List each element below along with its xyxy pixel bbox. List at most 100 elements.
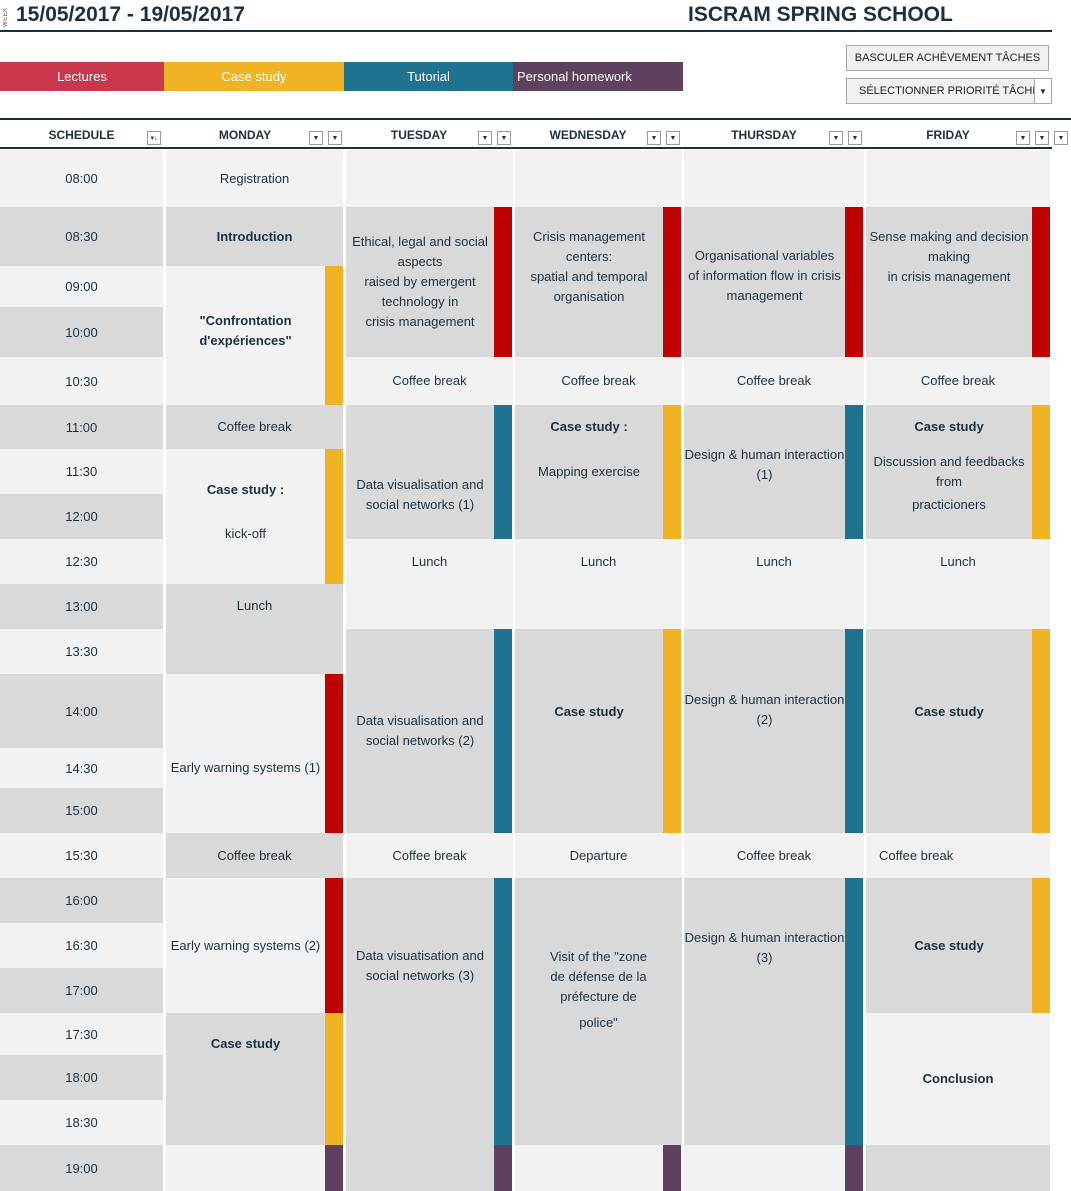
tuesday-ethics-lecture[interactable]: Ethical, legal and social aspects raised… <box>346 207 494 357</box>
friday-empty-slot[interactable] <box>866 150 1050 207</box>
wednesday-visit[interactable]: Visit of the "zone de défense de la préf… <box>515 878 682 1145</box>
event-label: Visit of the "zone <box>550 949 647 964</box>
priority-dropdown[interactable]: SÉLECTIONNER PRIORITÉ TÂCHES ▼ <box>846 78 1052 104</box>
friday-evening[interactable] <box>866 1145 1050 1191</box>
event-label: Coffee break <box>736 373 812 388</box>
monday-lunch[interactable]: Lunch <box>166 584 343 674</box>
monday-early-warning-1[interactable]: Early warning systems (1) <box>166 674 325 833</box>
wednesday-crisis-centers[interactable]: Crisis management centers: spatial and t… <box>515 207 663 357</box>
event-label: Design & human interaction <box>684 446 845 462</box>
filter-friday-3-icon[interactable]: ▼ <box>1054 131 1068 145</box>
time-slot: 12:00 <box>0 494 163 539</box>
legend-homework: Personal homework <box>513 62 683 91</box>
tutorial-marker <box>845 878 863 1145</box>
friday-sense-making[interactable]: Sense making and decision making in cris… <box>866 207 1032 357</box>
tuesday-dataviz-2[interactable]: Data visualisation and social networks (… <box>346 629 494 833</box>
friday-case-discussion[interactable]: Case study Discussion and feedbacks from… <box>866 405 1032 539</box>
monday-registration[interactable]: Registration <box>166 150 343 207</box>
tuesday-lunch[interactable]: Lunch <box>346 539 513 629</box>
thursday-design-1[interactable]: Design & human interaction (1) <box>684 405 845 539</box>
priority-dropdown-label: SÉLECTIONNER PRIORITÉ TÂCHES <box>859 85 1048 97</box>
wednesday-lunch[interactable]: Lunch <box>515 539 682 629</box>
friday-case-study-2[interactable]: Case study <box>866 878 1032 1013</box>
toggle-completion-label: BASCULER ACHÈVEMENT TÂCHES <box>854 52 1041 64</box>
wednesday-case-study[interactable]: Case study <box>515 629 663 833</box>
column-header-wednesday: WEDNESDAY <box>549 128 627 142</box>
monday-early-warning-2[interactable]: Early warning systems (2) <box>166 878 325 1013</box>
event-label: Organisational variables <box>694 248 835 263</box>
sort-filter-schedule-icon[interactable]: ▾↓ <box>147 131 161 145</box>
tuesday-coffee-break-2[interactable]: Coffee break <box>346 833 513 878</box>
filter-friday-2-icon[interactable]: ▼ <box>1035 131 1049 145</box>
event-label: Crisis management <box>533 229 645 244</box>
monday-case-study[interactable]: Case study <box>166 1013 325 1145</box>
monday-introduction[interactable]: Introduction <box>166 207 343 266</box>
lecture-marker <box>663 207 681 357</box>
lecture-marker <box>325 878 343 1013</box>
filter-wednesday-icon[interactable]: ▼ <box>647 131 661 145</box>
tuesday-empty-slot[interactable] <box>346 150 513 207</box>
thursday-design-2[interactable]: Design & human interaction (2) <box>684 629 845 833</box>
wednesday-coffee-break[interactable]: Coffee break <box>515 357 682 405</box>
event-label: Sense making and decision <box>869 229 1029 244</box>
event-label: centers: <box>565 249 613 264</box>
filter-thursday-2-icon[interactable]: ▼ <box>848 131 862 145</box>
event-label: Data visuatisation and <box>356 948 484 963</box>
date-range[interactable]: 15/05/2017 - 19/05/2017 <box>16 3 245 26</box>
friday-coffee-break[interactable]: Coffee break <box>866 357 1050 405</box>
case-study-marker <box>1032 629 1050 833</box>
filter-tuesday-icon[interactable]: ▼ <box>478 131 492 145</box>
friday-coffee-break-2[interactable]: Coffee break <box>866 833 1050 878</box>
thursday-design-3[interactable]: Design & human interaction (3) <box>684 878 845 1145</box>
tuesday-coffee-break[interactable]: Coffee break <box>346 357 513 405</box>
tutorial-marker <box>845 405 863 539</box>
monday-confrontation[interactable]: "Confrontation d'expériences" <box>166 266 325 405</box>
case-study-marker <box>325 449 343 584</box>
friday-conclusion[interactable]: Conclusion <box>866 1013 1050 1145</box>
filter-friday-icon[interactable]: ▼ <box>1016 131 1030 145</box>
wednesday-departure[interactable]: Departure <box>515 833 682 878</box>
monday-evening[interactable] <box>166 1145 325 1191</box>
tuesday-dataviz-1[interactable]: Data visualisation and social networks (… <box>346 405 494 539</box>
case-study-marker <box>663 629 681 833</box>
tuesday-dataviz-3[interactable]: Data visuatisation and social networks (… <box>346 878 494 1145</box>
time-slot: 14:30 <box>0 748 163 788</box>
thursday-org-variables[interactable]: Organisational variables of information … <box>684 207 845 357</box>
chevron-down-icon[interactable]: ▼ <box>1034 79 1051 103</box>
time-slot: 18:00 <box>0 1055 163 1100</box>
monday-coffee-break-2[interactable]: Coffee break <box>166 833 343 878</box>
event-label: making <box>928 249 970 264</box>
event-label: "Confrontation <box>199 312 292 328</box>
filter-thursday-icon[interactable]: ▼ <box>829 131 843 145</box>
event-label: Coffee break <box>217 847 292 863</box>
friday-case-study[interactable]: Case study <box>866 629 1032 833</box>
toggle-completion-button[interactable]: BASCULER ACHÈVEMENT TÂCHES <box>846 45 1049 71</box>
filter-monday-2-icon[interactable]: ▼ <box>328 131 342 145</box>
table-header-bottom-rule <box>0 147 1052 149</box>
case-study-marker <box>325 1013 343 1145</box>
event-label: social networks (3) <box>365 968 475 983</box>
homework-marker <box>494 1145 512 1191</box>
thursday-coffee-break-2[interactable]: Coffee break <box>684 833 864 878</box>
monday-case-kickoff[interactable]: Case study : kick-off <box>166 449 325 584</box>
thursday-lunch[interactable]: Lunch <box>684 539 864 629</box>
filter-monday-icon[interactable]: ▼ <box>309 131 323 145</box>
wednesday-empty-slot[interactable] <box>515 150 682 207</box>
wednesday-case-mapping[interactable]: Case study : Mapping exercise <box>515 405 663 539</box>
event-label: Departure <box>569 847 628 863</box>
filter-wednesday-2-icon[interactable]: ▼ <box>666 131 680 145</box>
thursday-evening[interactable] <box>684 1145 845 1191</box>
thursday-empty-slot[interactable] <box>684 150 864 207</box>
event-label: organisation <box>553 289 625 304</box>
time-slot: 10:00 <box>0 307 163 357</box>
wednesday-evening[interactable] <box>515 1145 663 1191</box>
event-label: Case study : <box>550 419 628 434</box>
event-label: Introduction <box>216 228 293 244</box>
column-header-thursday: THURSDAY <box>731 128 797 142</box>
tuesday-evening[interactable] <box>346 1145 494 1191</box>
monday-coffee-break[interactable]: Coffee break <box>166 405 343 449</box>
filter-tuesday-2-icon[interactable]: ▼ <box>497 131 511 145</box>
thursday-coffee-break[interactable]: Coffee break <box>684 357 864 405</box>
friday-lunch[interactable]: Lunch <box>866 539 1050 629</box>
legend-case-study: Case study <box>164 62 344 91</box>
